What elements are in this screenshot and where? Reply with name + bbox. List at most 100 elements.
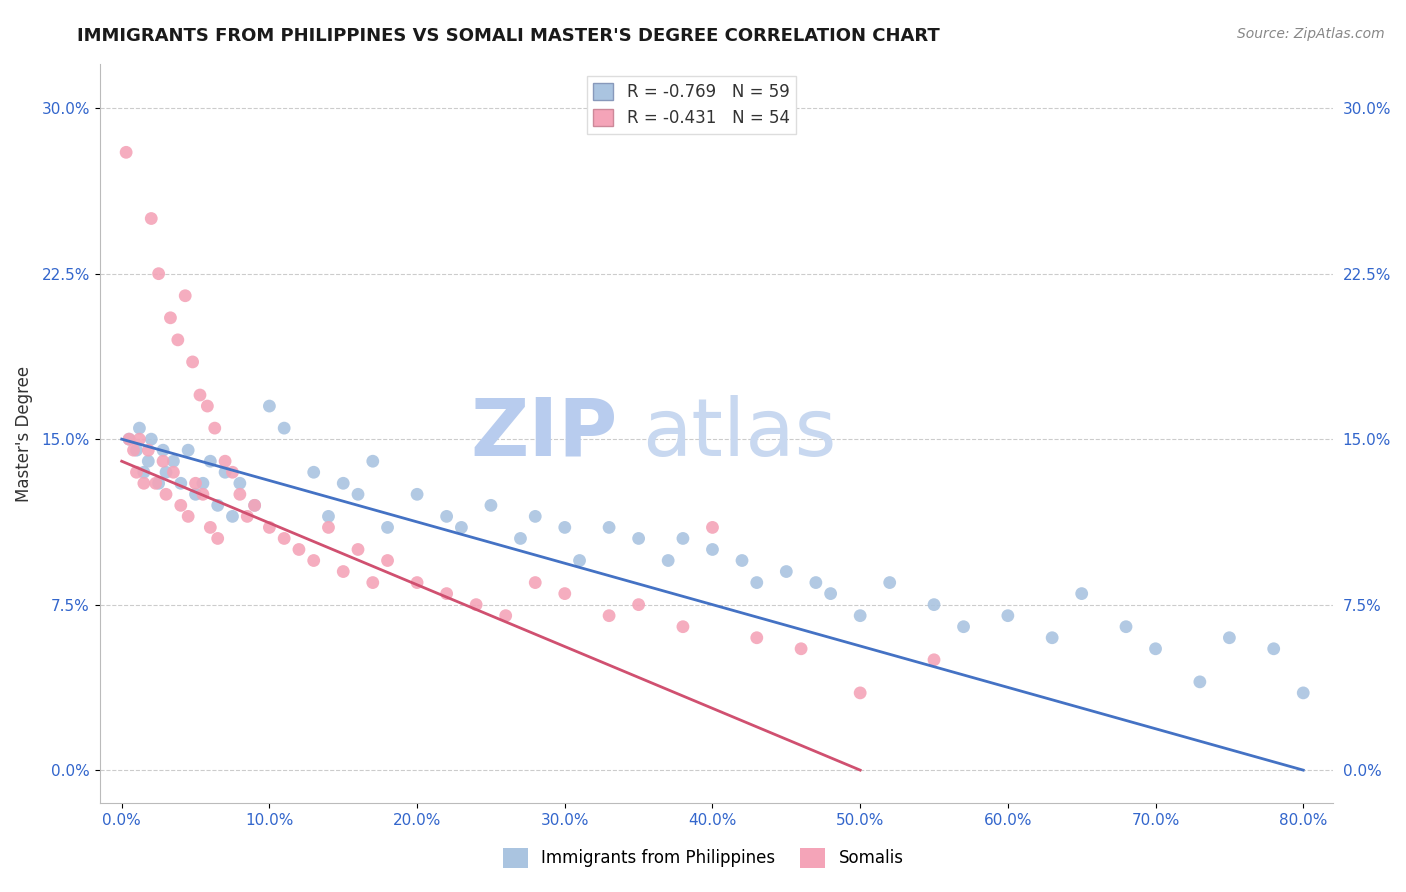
Point bbox=[804, 575, 827, 590]
Point bbox=[495, 608, 517, 623]
Point bbox=[136, 454, 159, 468]
Text: atlas: atlas bbox=[643, 394, 837, 473]
Point bbox=[128, 432, 150, 446]
Text: Source: ZipAtlas.com: Source: ZipAtlas.com bbox=[1237, 27, 1385, 41]
Point bbox=[221, 509, 243, 524]
Point bbox=[922, 598, 945, 612]
Point bbox=[125, 465, 148, 479]
Point bbox=[125, 443, 148, 458]
Point bbox=[115, 145, 138, 160]
Point bbox=[450, 520, 472, 534]
Point bbox=[243, 499, 266, 513]
Point bbox=[200, 454, 222, 468]
Point bbox=[273, 421, 295, 435]
Point bbox=[273, 532, 295, 546]
Point bbox=[672, 532, 695, 546]
Point bbox=[152, 454, 174, 468]
Point bbox=[191, 476, 214, 491]
Point bbox=[229, 487, 252, 501]
Point bbox=[184, 487, 207, 501]
Point bbox=[820, 586, 842, 600]
Point bbox=[1070, 586, 1092, 600]
Point bbox=[152, 443, 174, 458]
Point bbox=[148, 476, 170, 491]
Point bbox=[170, 499, 193, 513]
Point bbox=[141, 211, 163, 226]
Point bbox=[214, 454, 236, 468]
Point bbox=[657, 553, 679, 567]
Point bbox=[204, 421, 226, 435]
Point bbox=[159, 310, 181, 325]
Point bbox=[177, 509, 200, 524]
Point bbox=[509, 532, 531, 546]
Point bbox=[188, 388, 211, 402]
Point bbox=[377, 520, 399, 534]
Point bbox=[524, 575, 547, 590]
Point bbox=[128, 421, 150, 435]
Point bbox=[1144, 641, 1167, 656]
Point bbox=[377, 553, 399, 567]
Point bbox=[155, 465, 177, 479]
Legend: R = -0.769   N = 59, R = -0.431   N = 54: R = -0.769 N = 59, R = -0.431 N = 54 bbox=[586, 76, 796, 134]
Point bbox=[731, 553, 754, 567]
Point bbox=[1218, 631, 1240, 645]
Point bbox=[347, 542, 370, 557]
Point bbox=[184, 476, 207, 491]
Point bbox=[1188, 674, 1211, 689]
Point bbox=[207, 532, 229, 546]
Point bbox=[177, 443, 200, 458]
Point bbox=[775, 565, 797, 579]
Point bbox=[229, 476, 252, 491]
Point bbox=[465, 598, 488, 612]
Point bbox=[361, 575, 384, 590]
Point bbox=[952, 620, 974, 634]
Point bbox=[436, 509, 458, 524]
Point bbox=[155, 487, 177, 501]
Point bbox=[849, 608, 872, 623]
Point bbox=[554, 520, 576, 534]
Point bbox=[745, 575, 768, 590]
Point bbox=[118, 432, 141, 446]
Point bbox=[162, 465, 184, 479]
Point bbox=[145, 476, 167, 491]
Point bbox=[598, 608, 620, 623]
Point bbox=[195, 399, 218, 413]
Point bbox=[554, 586, 576, 600]
Point bbox=[672, 620, 695, 634]
Point bbox=[221, 465, 243, 479]
Point bbox=[524, 509, 547, 524]
Point bbox=[627, 598, 650, 612]
Point bbox=[627, 532, 650, 546]
Point bbox=[318, 520, 340, 534]
Point bbox=[347, 487, 370, 501]
Point bbox=[259, 399, 281, 413]
Point bbox=[174, 289, 197, 303]
Point bbox=[879, 575, 901, 590]
Point bbox=[236, 509, 259, 524]
Point bbox=[568, 553, 591, 567]
Point bbox=[207, 499, 229, 513]
Point bbox=[745, 631, 768, 645]
Point bbox=[166, 333, 188, 347]
Point bbox=[302, 553, 325, 567]
Text: ZIP: ZIP bbox=[470, 394, 617, 473]
Point bbox=[922, 653, 945, 667]
Point bbox=[200, 520, 222, 534]
Point bbox=[702, 542, 724, 557]
Point bbox=[479, 499, 502, 513]
Point bbox=[118, 432, 141, 446]
Point bbox=[259, 520, 281, 534]
Point bbox=[132, 465, 155, 479]
Point bbox=[122, 443, 145, 458]
Point bbox=[1263, 641, 1285, 656]
Point bbox=[849, 686, 872, 700]
Text: IMMIGRANTS FROM PHILIPPINES VS SOMALI MASTER'S DEGREE CORRELATION CHART: IMMIGRANTS FROM PHILIPPINES VS SOMALI MA… bbox=[77, 27, 941, 45]
Point bbox=[318, 509, 340, 524]
Y-axis label: Master's Degree: Master's Degree bbox=[15, 366, 32, 501]
Point bbox=[702, 520, 724, 534]
Legend: Immigrants from Philippines, Somalis: Immigrants from Philippines, Somalis bbox=[496, 841, 910, 875]
Point bbox=[148, 267, 170, 281]
Point bbox=[1040, 631, 1063, 645]
Point bbox=[332, 565, 354, 579]
Point bbox=[162, 454, 184, 468]
